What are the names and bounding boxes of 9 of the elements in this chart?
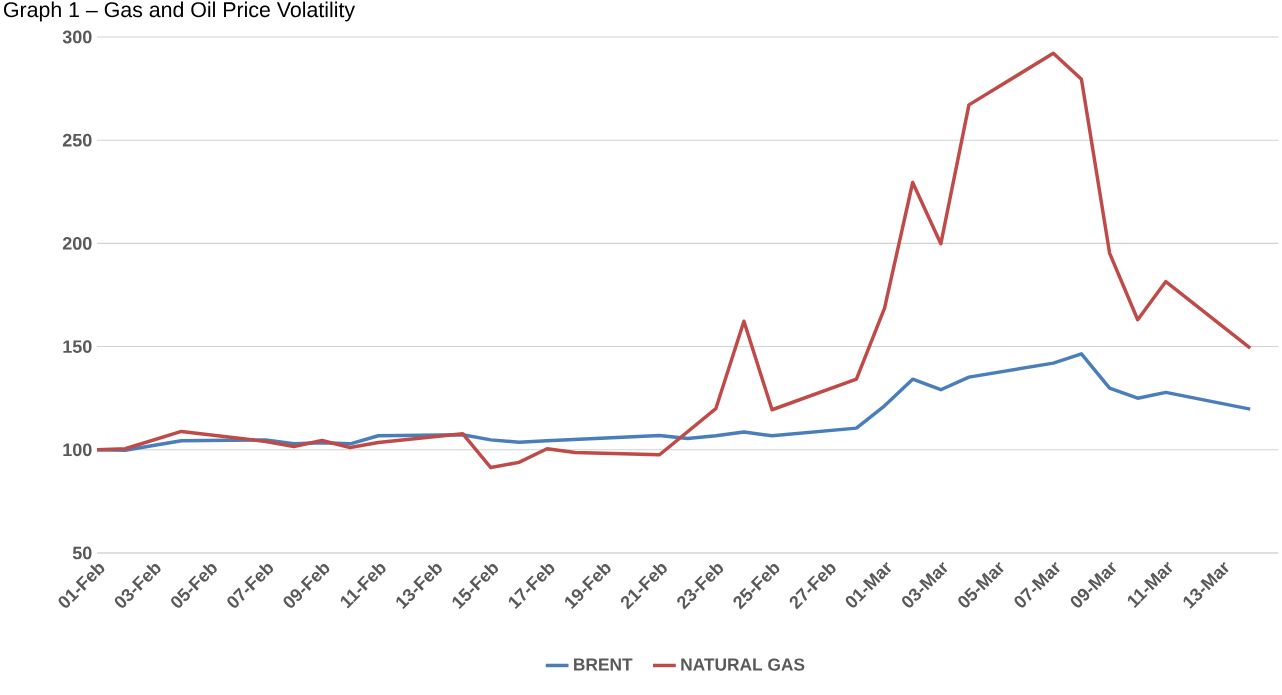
y-tick-label: 200 [62, 237, 92, 250]
chart-title: Graph 1 – Gas and Oil Price Volatility [4, 1, 356, 22]
y-tick-label: 50 [72, 546, 92, 560]
legend-label: NATURAL GAS [681, 658, 805, 671]
legend-label: BRENT [574, 658, 633, 671]
y-tick-label: 300 [62, 30, 92, 44]
y-tick-label: 150 [63, 340, 92, 353]
y-tick-label: 100 [63, 443, 92, 457]
y-tick-label: 250 [62, 133, 92, 147]
